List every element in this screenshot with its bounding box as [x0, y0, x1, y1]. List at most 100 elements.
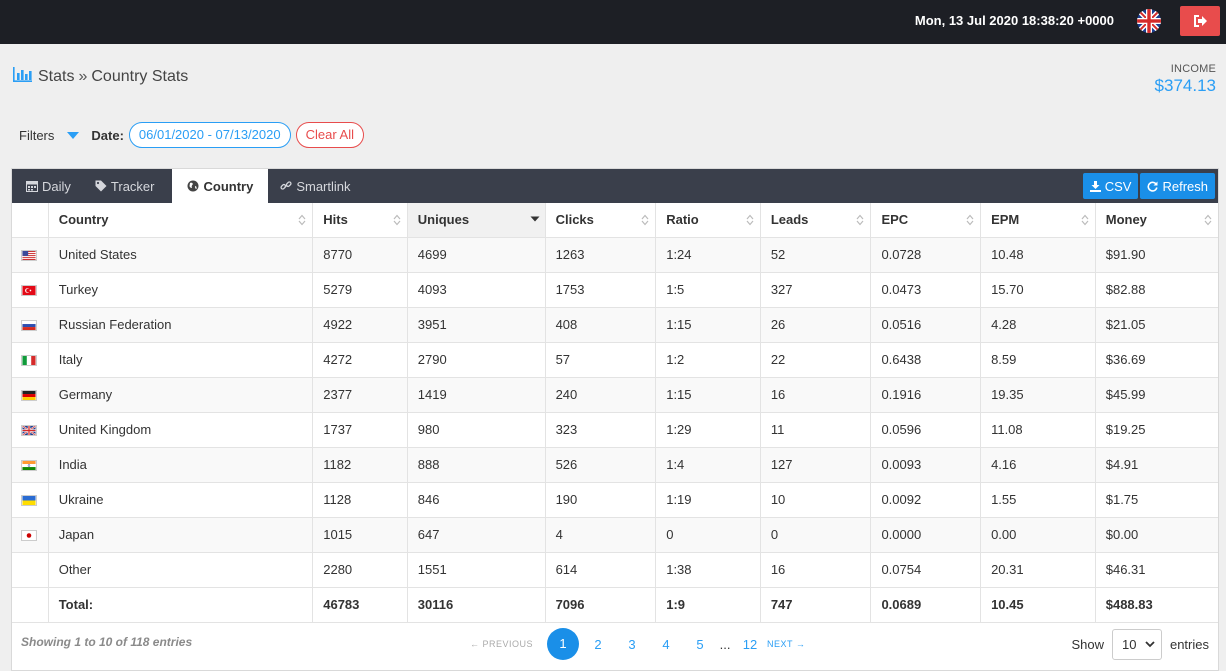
- total-cell: 747: [760, 587, 872, 623]
- column-header-epm[interactable]: EPM: [980, 203, 1096, 238]
- tab-bar: Daily Tracker Country Smartlink: [12, 169, 1218, 203]
- pagination-ellipsis: ...: [719, 636, 731, 652]
- table-cell: Germany: [48, 377, 314, 413]
- table-cell: 240: [545, 377, 657, 413]
- table-footer: Showing 1 to 10 of 118 entries ← PREVIOU…: [12, 618, 1218, 670]
- page-length-control: Show 10 entries: [1071, 629, 1209, 660]
- table-cell: 0.0596: [870, 412, 982, 448]
- column-header-label: Uniques: [417, 212, 470, 228]
- csv-button-label: CSV: [1104, 178, 1132, 194]
- table-header-row: Country Hits Uniques Clicks Ratio Leads EPC EPM…: [12, 203, 1218, 238]
- table-cell: $21.05: [1095, 307, 1218, 343]
- caret-down-icon[interactable]: [67, 131, 80, 139]
- column-header-label: Clicks: [555, 212, 594, 228]
- table-cell: 2377: [312, 377, 408, 413]
- us-flag-icon: [21, 250, 37, 262]
- income-label: INCOME: [1170, 63, 1216, 75]
- table-cell: 0.1916: [870, 377, 982, 413]
- column-header-ratio[interactable]: Ratio: [655, 203, 761, 238]
- table-cell: $46.31: [1095, 552, 1218, 588]
- column-header-leads[interactable]: Leads: [760, 203, 872, 238]
- tab-smartlink-label: Smartlink: [296, 178, 351, 194]
- next-page-button[interactable]: NEXT →: [767, 639, 806, 649]
- table-cell: 1:15: [655, 307, 761, 343]
- column-header-clicks[interactable]: Clicks: [545, 203, 657, 238]
- page-button-1[interactable]: 1: [547, 628, 580, 660]
- table-cell: 16: [760, 552, 872, 588]
- breadcrumb-root[interactable]: Stats: [38, 68, 75, 85]
- table-cell: $1.75: [1095, 482, 1218, 518]
- table-cell: 1737: [312, 412, 408, 448]
- table-cell: 0.0093: [870, 447, 982, 483]
- table-cell: 980: [407, 412, 546, 448]
- table-cell: $45.99: [1095, 377, 1218, 413]
- table-cell: 0: [655, 517, 761, 553]
- date-range-picker[interactable]: 06/01/2020 - 07/13/2020: [128, 122, 291, 148]
- column-header-money[interactable]: Money: [1095, 203, 1218, 238]
- refresh-button[interactable]: Refresh: [1140, 173, 1215, 199]
- column-header-label: EPC: [881, 212, 909, 228]
- table-cell: 1:19: [655, 482, 761, 518]
- table-row: United States 8770 4699 1263 1:24 52 0.0728 10.…: [12, 237, 1218, 273]
- sign-out-icon: [1194, 15, 1207, 27]
- flag-cell: [12, 447, 49, 483]
- table-cell: 1015: [312, 517, 408, 553]
- total-row: Total: 46783 30116 7096 1:9 747 0.0689 10.45 $48…: [12, 587, 1218, 623]
- csv-button[interactable]: CSV: [1082, 173, 1139, 199]
- column-header-label: Country: [58, 212, 109, 228]
- table-cell: $0.00: [1095, 517, 1218, 553]
- pagination: ← PREVIOUS 1 2 3 4 5 ... 12 NEXT →: [470, 628, 805, 660]
- page-size-select[interactable]: 10: [1111, 629, 1162, 660]
- refresh-button-label: Refresh: [1162, 178, 1208, 194]
- table-row: Ukraine 1128 846 190 1:19 10 0.0092 1.55 $1.75: [12, 482, 1218, 518]
- tab-smartlink[interactable]: Smartlink: [268, 169, 362, 203]
- tab-daily[interactable]: Daily: [12, 169, 83, 203]
- sort-icon: [856, 214, 864, 226]
- ru-flag-icon: [21, 320, 37, 332]
- page-button-4[interactable]: 4: [662, 636, 670, 652]
- table-cell: 4922: [312, 307, 408, 343]
- table-cell: 26: [760, 307, 872, 343]
- bar-chart-icon: [13, 67, 32, 87]
- chevron-down-icon: [1145, 641, 1155, 648]
- tab-tracker-label: Tracker: [110, 178, 155, 194]
- previous-page-button[interactable]: ← PREVIOUS: [470, 639, 534, 649]
- column-header-hits[interactable]: Hits: [312, 203, 408, 238]
- page-button-3[interactable]: 3: [628, 636, 636, 652]
- tab-country[interactable]: Country: [172, 169, 269, 203]
- in-flag-icon: [21, 460, 37, 472]
- column-header-label: Hits: [323, 212, 348, 228]
- page-title: Country Stats: [91, 68, 189, 85]
- column-header-label: Money: [1105, 212, 1147, 228]
- table-cell: Japan: [48, 517, 314, 553]
- table-cell: Italy: [48, 342, 314, 378]
- table-cell: 4.16: [980, 447, 1096, 483]
- table-cell: United States: [48, 237, 314, 273]
- page-button-5[interactable]: 5: [696, 636, 704, 652]
- column-header-country[interactable]: Country: [48, 203, 314, 238]
- column-header-epc[interactable]: EPC: [870, 203, 982, 238]
- tag-icon: [95, 180, 107, 192]
- table-cell: 4.28: [980, 307, 1096, 343]
- tab-tracker[interactable]: Tracker: [83, 169, 167, 203]
- total-cell: 0.0689: [870, 587, 982, 623]
- table-cell: 1:4: [655, 447, 761, 483]
- table-row: Italy 4272 2790 57 1:2 22 0.6438 8.59 $36.69: [12, 342, 1218, 378]
- table-cell: $19.25: [1095, 412, 1218, 448]
- column-header-uniques[interactable]: Uniques: [407, 203, 546, 238]
- uk-flag-icon[interactable]: [1137, 9, 1161, 33]
- clear-all-button[interactable]: Clear All: [295, 122, 365, 148]
- page-button-2[interactable]: 2: [594, 636, 602, 652]
- table-cell: Other: [48, 552, 314, 588]
- logout-button[interactable]: [1180, 6, 1220, 36]
- table-cell: Russian Federation: [48, 307, 314, 343]
- page-size-value: 10: [1121, 637, 1137, 652]
- column-header-label: Ratio: [666, 212, 699, 228]
- page-button-last[interactable]: 12: [742, 636, 758, 652]
- table-cell: 3951: [407, 307, 546, 343]
- table-cell: 20.31: [980, 552, 1096, 588]
- filters-toggle[interactable]: Filters: [19, 127, 55, 143]
- table-cell: 0.0728: [870, 237, 982, 273]
- table-cell: 127: [760, 447, 872, 483]
- table-cell: 1:15: [655, 377, 761, 413]
